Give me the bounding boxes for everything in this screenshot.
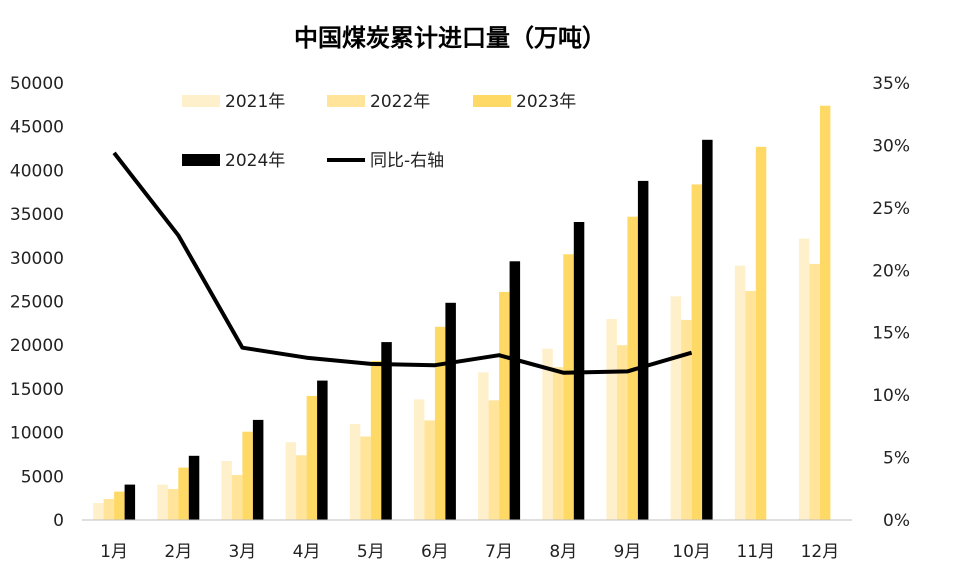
bar-2021年-2月 — [157, 484, 168, 520]
y-left-tick-label: 0 — [53, 511, 64, 531]
line-series-0 — [112, 151, 693, 375]
bar-2023年-12月 — [819, 105, 831, 520]
bar-2024年-5月 — [381, 342, 392, 520]
chart-title: 中国煤炭累计进口量（万吨） — [294, 24, 606, 52]
bar-2021年-11月 — [734, 265, 746, 520]
bar-2024年-6月 — [445, 302, 456, 520]
bar-2021年-5月 — [349, 423, 361, 520]
y-left-tick-label: 30000 — [10, 249, 64, 269]
bar-2023年-10月 — [691, 184, 703, 520]
x-tick-label: 6月 — [421, 542, 449, 562]
bar-2023年-2月 — [178, 467, 189, 520]
legend-swatch — [473, 95, 511, 107]
bars-layer — [93, 105, 831, 521]
y-left-tick-label: 35000 — [10, 205, 64, 225]
x-tick-label: 8月 — [549, 542, 577, 562]
bar-2024年-3月 — [252, 419, 264, 520]
y-right-tick-label: 35% — [872, 74, 910, 94]
x-tick-label: 4月 — [293, 542, 321, 562]
bar-2022年-8月 — [552, 367, 564, 520]
bar-2023年-11月 — [755, 146, 767, 521]
y-right-tick-label: 25% — [872, 199, 910, 219]
bar-2021年-7月 — [478, 372, 489, 520]
x-tick-label: 10月 — [672, 542, 711, 562]
bar-2021年-12月 — [798, 238, 810, 520]
bar-2024年-2月 — [188, 455, 200, 520]
y-left-tick-label: 50000 — [10, 74, 64, 94]
y-left-tick-label: 25000 — [10, 293, 64, 313]
line-layer — [112, 151, 693, 375]
bar-2023年-6月 — [434, 326, 446, 520]
bar-2022年-6月 — [424, 420, 435, 520]
legend-label: 2024年 — [225, 151, 285, 171]
y-left-tick-label: 20000 — [10, 336, 64, 356]
y-left-tick-label: 15000 — [10, 380, 64, 400]
legend-label: 2021年 — [225, 92, 285, 112]
bar-2021年-9月 — [606, 319, 617, 520]
bar-2023年-4月 — [306, 395, 318, 520]
x-tick-label: 5月 — [357, 542, 385, 562]
x-tick-label: 7月 — [485, 542, 513, 562]
x-tick-label: 3月 — [228, 542, 256, 562]
bar-2022年-10月 — [681, 319, 692, 520]
bar-2023年-7月 — [499, 291, 510, 520]
bar-2023年-5月 — [370, 360, 382, 520]
y-left-tick-label: 45000 — [10, 118, 64, 138]
y-right-tick-label: 30% — [872, 136, 910, 156]
bar-2024年-9月 — [637, 180, 649, 520]
legend-label: 同比-右轴 — [370, 151, 444, 171]
bar-2022年-3月 — [231, 475, 243, 520]
y-left-tick-label: 5000 — [21, 467, 64, 487]
bar-2023年-8月 — [563, 254, 574, 521]
y-right-tick-label: 20% — [872, 261, 910, 281]
bar-2024年-10月 — [702, 139, 713, 521]
bar-2022年-11月 — [745, 291, 756, 520]
y-right-tick-label: 5% — [883, 449, 910, 469]
bar-2024年-1月 — [124, 484, 136, 520]
bar-2024年-7月 — [509, 261, 521, 520]
bar-2021年-6月 — [413, 399, 425, 520]
bar-2024年-4月 — [317, 380, 328, 520]
y-right-tick-label: 15% — [872, 324, 910, 344]
legend-label: 2023年 — [516, 92, 576, 112]
bar-2022年-12月 — [809, 263, 820, 520]
x-tick-label: 1月 — [100, 542, 128, 562]
x-tick-label: 9月 — [613, 542, 641, 562]
bar-2021年-8月 — [542, 348, 553, 520]
bar-2023年-3月 — [242, 431, 253, 520]
bar-2023年-1月 — [114, 491, 125, 520]
y-right-tick-label: 0% — [883, 511, 910, 531]
axes-layer: 1月 2月 3月 4月 5月 6月 7月 8月 9月 10月 11月 12月 0 5000 10000 150… — [10, 74, 910, 562]
legend-swatch — [182, 154, 220, 166]
bar-2022年-5月 — [360, 436, 371, 520]
x-tick-label: 12月 — [801, 542, 840, 562]
bar-2022年-4月 — [296, 455, 307, 520]
legend-swatch — [182, 95, 220, 107]
bar-2021年-4月 — [285, 442, 297, 520]
bar-2021年-1月 — [93, 503, 104, 520]
bar-2022年-1月 — [103, 499, 115, 520]
x-tick-label: 11月 — [736, 542, 775, 562]
bar-2021年-3月 — [221, 461, 232, 520]
x-tick-label: 2月 — [164, 542, 192, 562]
y-right-tick-label: 10% — [872, 386, 910, 406]
bar-2022年-9月 — [616, 345, 628, 520]
bar-2022年-7月 — [488, 400, 500, 520]
bar-2021年-10月 — [670, 296, 682, 520]
y-left-tick-label: 10000 — [10, 424, 64, 444]
legend: 2021年 2022年 2023年 2024年 同比-右轴 — [182, 92, 576, 171]
y-left-tick-label: 40000 — [10, 161, 64, 181]
bar-2022年-2月 — [167, 489, 179, 520]
legend-label: 2022年 — [370, 92, 430, 112]
legend-swatch — [327, 95, 365, 107]
